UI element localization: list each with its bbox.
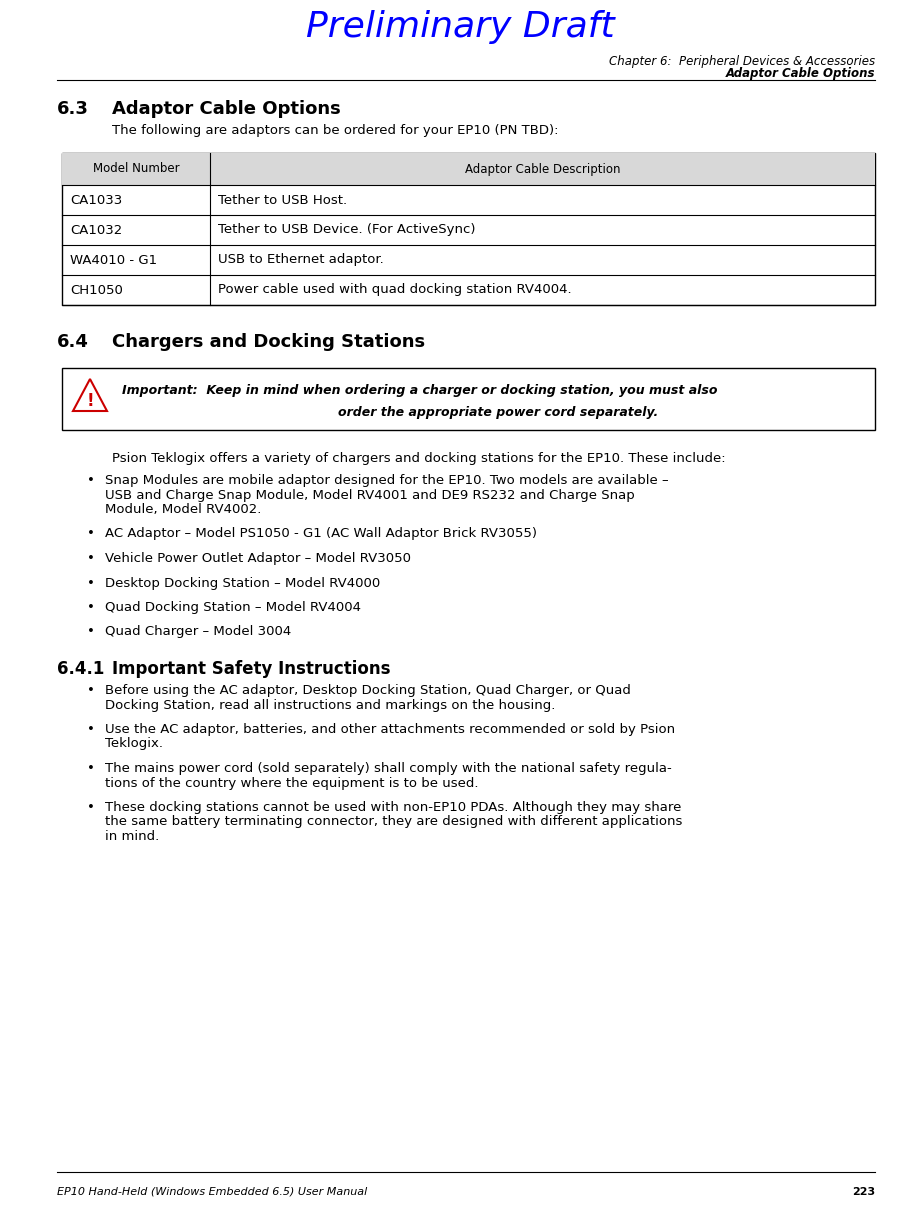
Text: CA1032: CA1032 bbox=[70, 224, 122, 237]
Text: Desktop Docking Station – Model RV4000: Desktop Docking Station – Model RV4000 bbox=[105, 577, 380, 590]
Text: AC Adaptor – Model PS1050 - G1 (AC Wall Adaptor Brick RV3055): AC Adaptor – Model PS1050 - G1 (AC Wall … bbox=[105, 527, 537, 540]
Text: tions of the country where the equipment is to be used.: tions of the country where the equipment… bbox=[105, 776, 478, 789]
Text: The mains power cord (sold separately) shall comply with the national safety reg: The mains power cord (sold separately) s… bbox=[105, 762, 671, 775]
Text: Tether to USB Device. (For ActiveSync): Tether to USB Device. (For ActiveSync) bbox=[218, 224, 475, 237]
Text: Preliminary Draft: Preliminary Draft bbox=[305, 10, 614, 44]
Text: in mind.: in mind. bbox=[105, 831, 159, 843]
Text: Chapter 6:  Peripheral Devices & Accessories: Chapter 6: Peripheral Devices & Accessor… bbox=[608, 54, 874, 68]
Text: WA4010 - G1: WA4010 - G1 bbox=[70, 254, 157, 266]
Text: •: • bbox=[87, 684, 95, 698]
Text: •: • bbox=[87, 625, 95, 638]
Text: •: • bbox=[87, 802, 95, 814]
Text: •: • bbox=[87, 601, 95, 614]
Text: Use the AC adaptor, batteries, and other attachments recommended or sold by Psio: Use the AC adaptor, batteries, and other… bbox=[105, 723, 675, 736]
Text: Adaptor Cable Options: Adaptor Cable Options bbox=[725, 66, 874, 80]
Text: 223: 223 bbox=[851, 1187, 874, 1197]
Text: EP10 Hand-Held (Windows Embedded 6.5) User Manual: EP10 Hand-Held (Windows Embedded 6.5) Us… bbox=[57, 1187, 367, 1197]
Polygon shape bbox=[73, 378, 107, 411]
Text: These docking stations cannot be used with non-EP10 PDAs. Although they may shar: These docking stations cannot be used wi… bbox=[105, 802, 681, 814]
Text: Psion Teklogix offers a variety of chargers and docking stations for the EP10. T: Psion Teklogix offers a variety of charg… bbox=[112, 452, 725, 465]
Text: Quad Docking Station – Model RV4004: Quad Docking Station – Model RV4004 bbox=[105, 601, 360, 614]
Text: Power cable used with quad docking station RV4004.: Power cable used with quad docking stati… bbox=[218, 283, 571, 296]
Text: 6.4.1: 6.4.1 bbox=[57, 660, 104, 678]
Bar bbox=[62, 368, 874, 430]
Text: USB and Charge Snap Module, Model RV4001 and DE9 RS232 and Charge Snap: USB and Charge Snap Module, Model RV4001… bbox=[105, 488, 634, 502]
Text: CH1050: CH1050 bbox=[70, 283, 123, 296]
Text: Vehicle Power Outlet Adaptor – Model RV3050: Vehicle Power Outlet Adaptor – Model RV3… bbox=[105, 553, 411, 565]
Bar bbox=[62, 154, 874, 305]
Text: •: • bbox=[87, 553, 95, 565]
Text: Adaptor Cable Description: Adaptor Cable Description bbox=[464, 162, 619, 175]
Text: Model Number: Model Number bbox=[93, 162, 179, 175]
Text: Quad Charger – Model 3004: Quad Charger – Model 3004 bbox=[105, 625, 291, 638]
Text: Important Safety Instructions: Important Safety Instructions bbox=[112, 660, 390, 678]
Text: the same battery terminating connector, they are designed with different applica: the same battery terminating connector, … bbox=[105, 816, 682, 828]
Text: !: ! bbox=[86, 392, 94, 410]
Text: •: • bbox=[87, 527, 95, 540]
Text: order the appropriate power cord separately.: order the appropriate power cord separat… bbox=[338, 406, 658, 420]
Text: •: • bbox=[87, 723, 95, 736]
Text: •: • bbox=[87, 762, 95, 775]
Text: Adaptor Cable Options: Adaptor Cable Options bbox=[112, 100, 340, 118]
Bar bbox=[62, 154, 874, 185]
Text: Chargers and Docking Stations: Chargers and Docking Stations bbox=[112, 332, 425, 351]
Text: Teklogix.: Teklogix. bbox=[105, 737, 163, 751]
Text: The following are adaptors can be ordered for your EP10 (PN TBD):: The following are adaptors can be ordere… bbox=[112, 125, 558, 137]
Text: 6.4: 6.4 bbox=[57, 332, 89, 351]
Text: Docking Station, read all instructions and markings on the housing.: Docking Station, read all instructions a… bbox=[105, 699, 555, 712]
Text: USB to Ethernet adaptor.: USB to Ethernet adaptor. bbox=[218, 254, 383, 266]
Text: Snap Modules are mobile adaptor designed for the EP10. Two models are available : Snap Modules are mobile adaptor designed… bbox=[105, 474, 668, 487]
Text: Important:  Keep in mind when ordering a charger or docking station, you must al: Important: Keep in mind when ordering a … bbox=[122, 384, 717, 397]
Text: •: • bbox=[87, 577, 95, 590]
Text: CA1033: CA1033 bbox=[70, 193, 122, 207]
Text: Module, Model RV4002.: Module, Model RV4002. bbox=[105, 503, 261, 516]
Text: •: • bbox=[87, 474, 95, 487]
Text: 6.3: 6.3 bbox=[57, 100, 89, 118]
Text: Tether to USB Host.: Tether to USB Host. bbox=[218, 193, 346, 207]
Text: Before using the AC adaptor, Desktop Docking Station, Quad Charger, or Quad: Before using the AC adaptor, Desktop Doc… bbox=[105, 684, 630, 698]
